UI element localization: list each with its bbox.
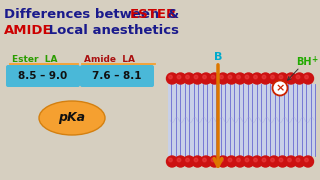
Circle shape [273,80,287,96]
Circle shape [245,158,249,162]
Circle shape [177,158,181,162]
Text: Ester  LA: Ester LA [12,55,58,64]
Circle shape [268,156,279,167]
Circle shape [254,158,257,162]
Circle shape [237,158,240,162]
Circle shape [237,75,240,79]
Text: &: & [163,8,184,21]
Circle shape [175,73,186,84]
Circle shape [245,75,249,79]
Circle shape [220,158,223,162]
Circle shape [305,158,308,162]
Circle shape [209,156,220,167]
Bar [168,84,316,156]
Text: 8.5 – 9.0: 8.5 – 9.0 [18,71,68,81]
Text: +: + [311,55,317,64]
Circle shape [166,73,178,84]
Circle shape [288,158,291,162]
Circle shape [235,73,245,84]
Circle shape [203,75,206,79]
Circle shape [177,75,181,79]
Text: ESTER: ESTER [130,8,177,21]
Circle shape [260,73,271,84]
Circle shape [288,75,291,79]
Circle shape [201,73,212,84]
Circle shape [226,156,237,167]
Circle shape [220,75,223,79]
Circle shape [262,158,266,162]
Circle shape [183,156,195,167]
Text: pKa: pKa [59,111,85,125]
Circle shape [254,75,257,79]
Circle shape [243,73,254,84]
Text: Local anesthetics: Local anesthetics [44,24,179,37]
Circle shape [260,156,271,167]
Circle shape [169,75,172,79]
Circle shape [218,156,228,167]
Circle shape [285,73,297,84]
Circle shape [228,75,232,79]
Text: AMIDE: AMIDE [4,24,52,37]
Text: ×: × [275,84,285,93]
Circle shape [271,75,274,79]
Circle shape [228,158,232,162]
Circle shape [285,156,297,167]
Circle shape [166,156,178,167]
Circle shape [279,158,283,162]
Circle shape [235,156,245,167]
Circle shape [186,158,189,162]
Circle shape [268,73,279,84]
Ellipse shape [39,101,105,135]
Circle shape [302,156,314,167]
Circle shape [296,158,300,162]
Circle shape [192,156,203,167]
FancyBboxPatch shape [6,65,80,87]
Text: B: B [214,52,222,62]
Circle shape [211,75,215,79]
Circle shape [302,73,314,84]
Circle shape [271,158,274,162]
Circle shape [194,75,198,79]
Circle shape [277,73,288,84]
Circle shape [305,75,308,79]
Text: BH: BH [296,57,311,67]
Text: Differences between: Differences between [4,8,164,21]
Circle shape [226,73,237,84]
Circle shape [201,156,212,167]
Circle shape [211,158,215,162]
Circle shape [203,158,206,162]
Circle shape [192,73,203,84]
Circle shape [169,158,172,162]
Circle shape [194,158,198,162]
Circle shape [243,156,254,167]
Circle shape [252,73,262,84]
Circle shape [279,75,283,79]
Circle shape [262,75,266,79]
Circle shape [294,73,305,84]
Circle shape [277,156,288,167]
Circle shape [175,156,186,167]
FancyBboxPatch shape [80,65,154,87]
Text: 7.6 – 8.1: 7.6 – 8.1 [92,71,142,81]
Circle shape [183,73,195,84]
Circle shape [294,156,305,167]
Circle shape [209,73,220,84]
Circle shape [252,156,262,167]
Circle shape [218,73,228,84]
Text: Amide  LA: Amide LA [84,55,135,64]
Circle shape [296,75,300,79]
Circle shape [186,75,189,79]
